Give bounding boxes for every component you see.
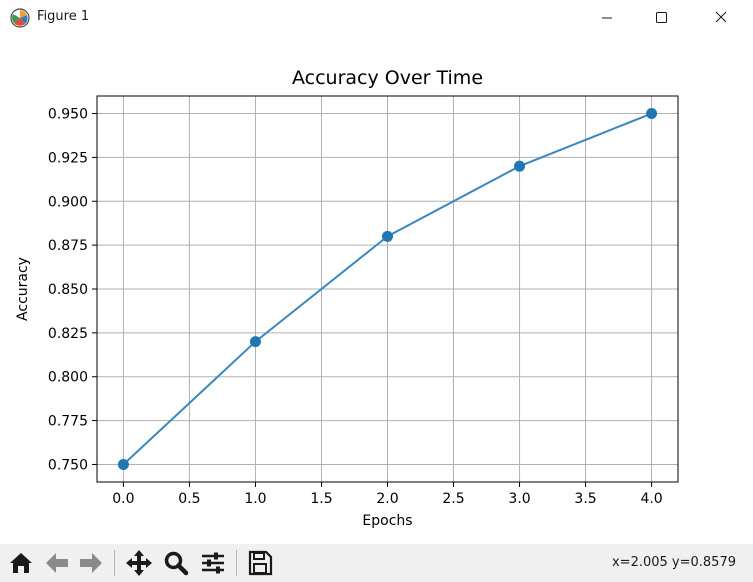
- data-point: [249, 336, 261, 348]
- grid-lines: [97, 96, 678, 482]
- x-tick-label: 1.5: [310, 491, 332, 507]
- zoom-button[interactable]: [161, 548, 191, 578]
- navigation-toolbar: x=2.005 y=0.8579: [0, 544, 753, 582]
- x-axis-label: Epochs: [362, 513, 412, 529]
- close-icon: [715, 11, 727, 23]
- home-button[interactable]: [6, 548, 36, 578]
- y-tick-label: 0.900: [48, 194, 88, 210]
- toolbar-separator: [236, 550, 237, 576]
- axis-ticks: 0.0 0.5 1.0 1.5 2.0 2.5 3.0 3.5 4.0 0.750 0.775 0.8…: [48, 107, 663, 507]
- data-point: [117, 458, 129, 470]
- toolbar-separator: [114, 550, 115, 576]
- y-tick-label: 0.775: [48, 414, 88, 430]
- line-chart: 0.0 0.5 1.0 1.5 2.0 2.5 3.0 3.5 4.0 0.750 0.775 0.8…: [15, 67, 679, 529]
- back-arrow-icon: [46, 553, 68, 573]
- pan-button[interactable]: [124, 548, 154, 578]
- minimize-icon: [602, 17, 612, 19]
- x-tick-label: 1.0: [244, 491, 266, 507]
- data-point: [382, 230, 393, 242]
- y-tick-label: 0.950: [48, 107, 88, 123]
- chart-title: Accuracy Over Time: [292, 67, 483, 89]
- y-tick-label: 0.875: [48, 238, 88, 254]
- save-button[interactable]: [245, 548, 275, 578]
- maximize-button[interactable]: [638, 0, 684, 36]
- minimize-button[interactable]: [584, 0, 630, 36]
- zoom-magnifier-icon: [164, 551, 189, 576]
- y-tick-label: 0.825: [48, 326, 88, 342]
- cursor-coordinates: x=2.005 y=0.8579: [611, 555, 736, 570]
- y-axis-label: Accuracy: [15, 257, 31, 321]
- back-button[interactable]: [42, 548, 72, 578]
- save-floppy-icon: [248, 550, 273, 576]
- pan-move-icon: [126, 550, 152, 576]
- y-tick-label: 0.925: [48, 150, 88, 166]
- x-tick-label: 2.5: [442, 491, 464, 507]
- data-point: [646, 108, 658, 120]
- x-tick-label: 2.0: [376, 491, 398, 507]
- y-tick-label: 0.800: [48, 370, 88, 386]
- window-title: Figure 1: [37, 9, 90, 24]
- matplotlib-logo-icon[interactable]: [9, 7, 31, 29]
- home-icon: [10, 553, 32, 573]
- configure-subplots-icon: [202, 552, 224, 574]
- x-tick-label: 0.0: [112, 491, 134, 507]
- window-titlebar: Figure 1: [0, 0, 753, 36]
- maximize-icon: [656, 12, 667, 23]
- configure-subplots-button[interactable]: [198, 548, 228, 578]
- data-series: [117, 108, 658, 470]
- figure-canvas[interactable]: 0.0 0.5 1.0 1.5 2.0 2.5 3.0 3.5 4.0 0.750 0.775 0.8…: [0, 36, 753, 544]
- x-tick-label: 3.0: [508, 491, 530, 507]
- forward-arrow-icon: [80, 553, 102, 573]
- x-tick-label: 0.5: [178, 491, 200, 507]
- y-tick-label: 0.850: [48, 282, 88, 298]
- forward-button[interactable]: [76, 548, 106, 578]
- y-tick-label: 0.750: [48, 457, 88, 473]
- data-point: [514, 160, 526, 172]
- x-tick-label: 3.5: [574, 491, 596, 507]
- close-button[interactable]: [697, 0, 743, 36]
- x-tick-label: 4.0: [640, 491, 662, 507]
